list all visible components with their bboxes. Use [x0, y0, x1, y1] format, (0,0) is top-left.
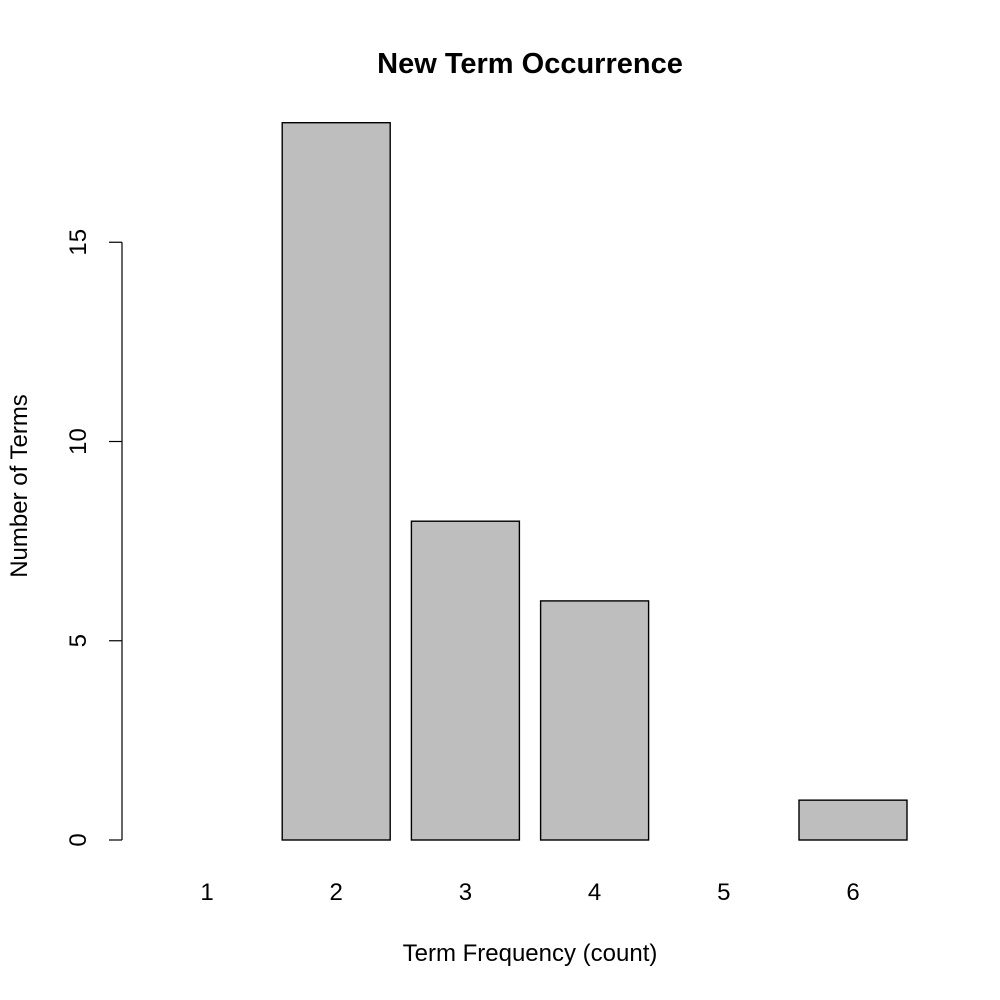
x-tick-label: 1 [200, 879, 213, 906]
bar-4 [539, 600, 650, 841]
y-tick-label: 10 [65, 428, 92, 455]
bar-6 [798, 799, 908, 841]
x-tick-label: 2 [330, 879, 343, 906]
x-axis-label: Term Frequency (count) [403, 940, 658, 967]
x-tick-label: 5 [717, 879, 730, 906]
chart-title: New Term Occurrence [377, 48, 683, 80]
y-tick-label: 5 [65, 634, 92, 647]
y-tick-label: 15 [65, 229, 92, 256]
x-tick-label: 3 [459, 879, 472, 906]
x-tick-label: 6 [846, 879, 859, 906]
x-tick-labels: 1 2 3 4 5 6 [200, 879, 859, 906]
bar-2 [281, 121, 391, 841]
x-tick-label: 4 [588, 879, 601, 906]
bars-layer [281, 121, 908, 841]
bar-3 [410, 520, 521, 841]
y-axis-label: Number of Terms [6, 394, 33, 578]
y-axis: 0 5 10 15 [65, 229, 123, 847]
y-tick-label: 0 [65, 833, 92, 846]
